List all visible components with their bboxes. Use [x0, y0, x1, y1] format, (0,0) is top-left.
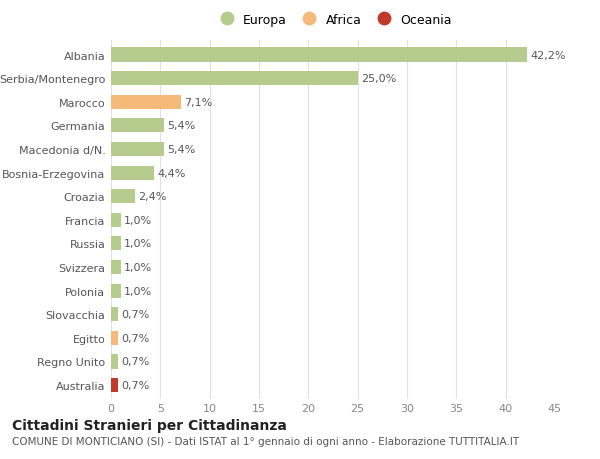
Bar	[111, 213, 121, 227]
Text: 4,4%: 4,4%	[157, 168, 186, 178]
Text: 1,0%: 1,0%	[124, 239, 152, 249]
Bar	[111, 237, 121, 251]
Text: 1,0%: 1,0%	[124, 286, 152, 296]
Text: Cittadini Stranieri per Cittadinanza: Cittadini Stranieri per Cittadinanza	[12, 418, 287, 431]
Text: 5,4%: 5,4%	[167, 121, 196, 131]
Bar	[111, 378, 118, 392]
Bar	[111, 190, 134, 204]
Bar	[111, 166, 154, 180]
Bar	[111, 308, 118, 322]
Text: 5,4%: 5,4%	[167, 145, 196, 155]
Text: 0,7%: 0,7%	[121, 309, 149, 319]
Text: 25,0%: 25,0%	[361, 74, 396, 84]
Bar	[111, 72, 358, 86]
Text: 2,4%: 2,4%	[137, 192, 166, 202]
Text: COMUNE DI MONTICIANO (SI) - Dati ISTAT al 1° gennaio di ogni anno - Elaborazione: COMUNE DI MONTICIANO (SI) - Dati ISTAT a…	[12, 436, 519, 446]
Bar	[111, 143, 164, 157]
Text: 0,7%: 0,7%	[121, 380, 149, 390]
Bar	[111, 95, 181, 110]
Text: 1,0%: 1,0%	[124, 215, 152, 225]
Bar	[111, 331, 118, 345]
Bar	[111, 284, 121, 298]
Text: 0,7%: 0,7%	[121, 333, 149, 343]
Text: 1,0%: 1,0%	[124, 263, 152, 273]
Text: 7,1%: 7,1%	[184, 98, 212, 107]
Text: 0,7%: 0,7%	[121, 357, 149, 367]
Bar	[111, 119, 164, 133]
Bar	[111, 260, 121, 274]
Text: 42,2%: 42,2%	[530, 50, 566, 61]
Legend: Europa, Africa, Oceania: Europa, Africa, Oceania	[209, 9, 457, 32]
Bar	[111, 48, 527, 62]
Bar	[111, 354, 118, 369]
